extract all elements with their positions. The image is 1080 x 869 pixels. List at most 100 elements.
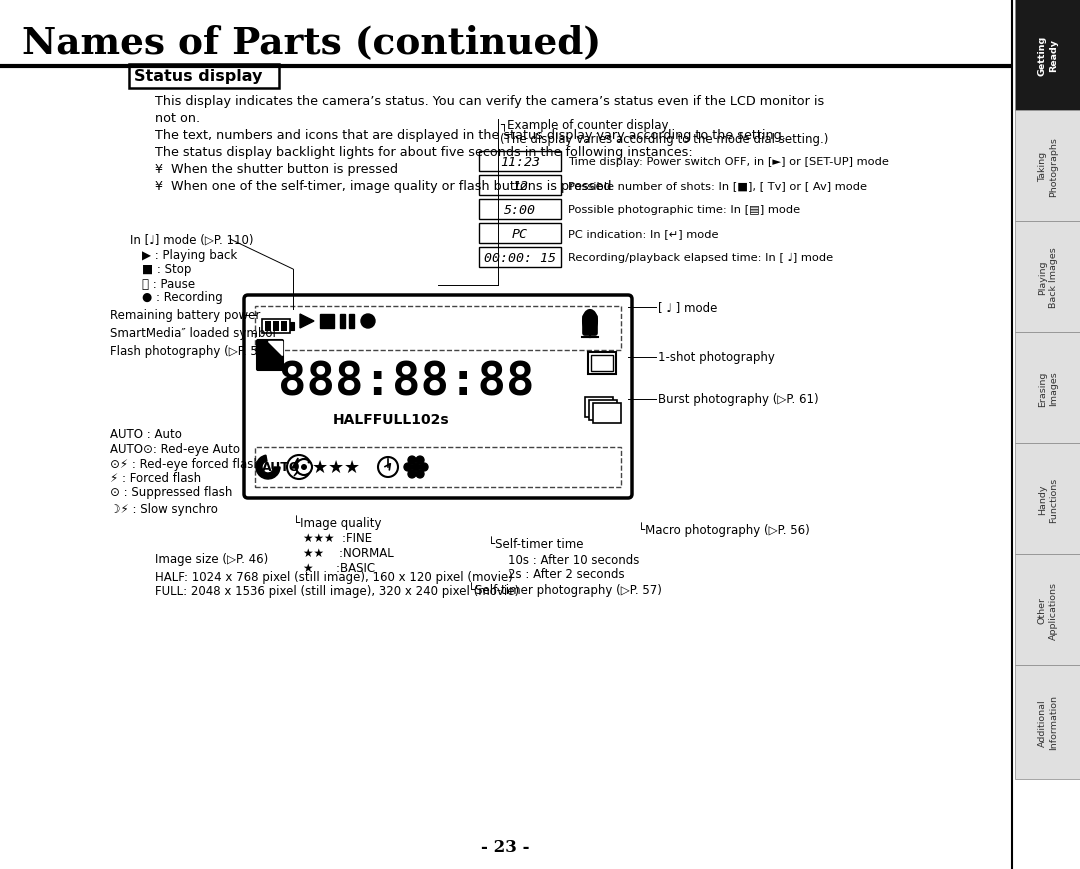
Text: 1-shot photography: 1-shot photography	[658, 351, 774, 364]
Circle shape	[301, 464, 307, 470]
Bar	[281, 322, 287, 332]
Text: Other
Applications: Other Applications	[1038, 581, 1058, 640]
Text: ⊙⚡ : Red-eye forced flash: ⊙⚡ : Red-eye forced flash	[110, 458, 261, 471]
Text: ⊙ : Suppressed flash: ⊙ : Suppressed flash	[110, 486, 232, 499]
Bar	[1015, 0, 1080, 111]
Text: ▶ : Playing back: ▶ : Playing back	[141, 249, 238, 262]
Text: This display indicates the camera’s status. You can verify the camera’s status e: This display indicates the camera’s stat…	[156, 95, 824, 108]
Text: └Self-timer photography (▷P. 57): └Self-timer photography (▷P. 57)	[468, 582, 662, 597]
Bar	[1015, 554, 1080, 666]
Text: ¥  When one of the self-timer, image quality or flash buttons is pressed: ¥ When one of the self-timer, image qual…	[156, 180, 611, 193]
Circle shape	[378, 457, 399, 477]
Text: Possible photographic time: In [▤] mode: Possible photographic time: In [▤] mode	[568, 205, 800, 215]
Text: Getting
Ready: Getting Ready	[1038, 36, 1058, 76]
Circle shape	[416, 456, 424, 465]
FancyBboxPatch shape	[480, 176, 561, 196]
Text: ★: ★	[312, 459, 328, 476]
Circle shape	[296, 460, 312, 475]
FancyBboxPatch shape	[480, 248, 561, 268]
Bar	[1015, 443, 1080, 554]
Text: Status display: Status display	[134, 70, 262, 84]
Text: Playing
Back Images: Playing Back Images	[1038, 248, 1058, 308]
Text: ⏸ : Pause: ⏸ : Pause	[141, 277, 195, 290]
Bar	[1015, 111, 1080, 222]
Text: (The display varies according to the mode dial setting.): (The display varies according to the mod…	[500, 133, 828, 146]
Text: AUTO : Auto: AUTO : Auto	[110, 428, 181, 441]
FancyBboxPatch shape	[480, 200, 561, 220]
Circle shape	[416, 470, 424, 478]
Text: ■ : Stop: ■ : Stop	[141, 263, 191, 276]
Bar	[349, 315, 354, 328]
Text: └Image quality: └Image quality	[293, 515, 381, 530]
FancyBboxPatch shape	[129, 65, 279, 89]
Text: ☽⚡ : Slow synchro: ☽⚡ : Slow synchro	[110, 502, 218, 515]
Circle shape	[308, 461, 311, 464]
Text: Erasing
Images: Erasing Images	[1038, 371, 1058, 406]
Text: 888:88:88: 888:88:88	[278, 360, 535, 405]
Bar	[588, 353, 616, 375]
Bar	[1015, 222, 1080, 333]
Text: Flash photography (▷P. 58): Flash photography (▷P. 58)	[110, 345, 270, 358]
Circle shape	[408, 456, 416, 465]
Text: 12: 12	[512, 179, 528, 192]
Text: ● : Recording: ● : Recording	[141, 291, 222, 304]
Text: ★: ★	[343, 459, 360, 476]
FancyBboxPatch shape	[255, 307, 621, 350]
Text: not on.: not on.	[156, 112, 200, 125]
Text: [ ♩ ] mode: [ ♩ ] mode	[658, 302, 717, 314]
Circle shape	[420, 463, 428, 472]
Text: PC: PC	[512, 227, 528, 240]
FancyBboxPatch shape	[244, 295, 632, 499]
Text: └Self-timer time: └Self-timer time	[488, 538, 583, 551]
Text: ⚡ : Forced flash: ⚡ : Forced flash	[110, 472, 201, 485]
Bar	[320, 315, 334, 328]
Text: 11:23: 11:23	[500, 156, 540, 169]
FancyBboxPatch shape	[257, 341, 283, 370]
Text: ┐Example of counter display: ┐Example of counter display	[500, 118, 669, 131]
Text: ★      :BASIC: ★ :BASIC	[303, 561, 375, 574]
Text: In [♩] mode (▷P. 110): In [♩] mode (▷P. 110)	[130, 233, 254, 246]
Text: 10s : After 10 seconds: 10s : After 10 seconds	[508, 553, 639, 566]
Polygon shape	[268, 342, 282, 355]
Circle shape	[361, 315, 375, 328]
Text: Possible number of shots: In [■], [ Tv] or [ Av] mode: Possible number of shots: In [■], [ Tv] …	[568, 181, 867, 191]
Bar	[340, 315, 345, 328]
Text: HALFFULL102s: HALFFULL102s	[333, 413, 449, 427]
Wedge shape	[256, 455, 280, 480]
Text: FULL: 2048 x 1536 pixel (still image), 320 x 240 pixel (movie): FULL: 2048 x 1536 pixel (still image), 3…	[156, 585, 519, 598]
Text: SmartMedia″ loaded symbol: SmartMedia″ loaded symbol	[110, 327, 275, 340]
Circle shape	[404, 463, 411, 472]
Bar	[585, 397, 613, 417]
FancyBboxPatch shape	[255, 448, 621, 488]
Text: - 23 -: - 23 -	[481, 839, 529, 855]
Text: Names of Parts (continued): Names of Parts (continued)	[22, 24, 602, 62]
Text: 5:00: 5:00	[504, 203, 536, 216]
Text: ¥  When the shutter button is pressed: ¥ When the shutter button is pressed	[156, 163, 399, 176]
Text: Handy
Functions: Handy Functions	[1038, 477, 1058, 522]
Text: Taking
Photographs: Taking Photographs	[1038, 137, 1058, 196]
Circle shape	[408, 470, 416, 478]
Polygon shape	[300, 315, 314, 328]
Bar	[265, 322, 271, 332]
Text: AUTO⊙: Red-eye Auto: AUTO⊙: Red-eye Auto	[110, 443, 240, 456]
Text: └Macro photography (▷P. 56): └Macro photography (▷P. 56)	[638, 522, 810, 537]
Text: ★★    :NORMAL: ★★ :NORMAL	[303, 546, 394, 559]
Text: ★★★  :FINE: ★★★ :FINE	[303, 531, 373, 544]
Text: ★: ★	[328, 459, 345, 476]
Circle shape	[411, 463, 420, 472]
FancyBboxPatch shape	[480, 223, 561, 243]
Bar	[589, 401, 617, 421]
Text: HALF: 1024 x 768 pixel (still image), 160 x 120 pixel (movie): HALF: 1024 x 768 pixel (still image), 16…	[156, 570, 513, 583]
Text: The text, numbers and icons that are displayed in the status display vary accord: The text, numbers and icons that are dis…	[156, 129, 786, 142]
Text: 00:00: 15: 00:00: 15	[484, 251, 556, 264]
Text: Additional
Information: Additional Information	[1038, 694, 1058, 750]
Text: Remaining battery power: Remaining battery power	[110, 309, 260, 322]
Polygon shape	[292, 459, 306, 476]
Text: AUTO: AUTO	[262, 461, 300, 474]
Text: Recording/playback elapsed time: In [ ♩] mode: Recording/playback elapsed time: In [ ♩]…	[568, 253, 833, 262]
Text: Image size (▷P. 46): Image size (▷P. 46)	[156, 553, 268, 566]
Text: Time display: Power switch OFF, in [►] or [SET-UP] mode: Time display: Power switch OFF, in [►] o…	[568, 156, 889, 167]
Bar	[591, 355, 613, 372]
Bar	[1015, 666, 1080, 779]
Text: Burst photography (▷P. 61): Burst photography (▷P. 61)	[658, 393, 819, 406]
